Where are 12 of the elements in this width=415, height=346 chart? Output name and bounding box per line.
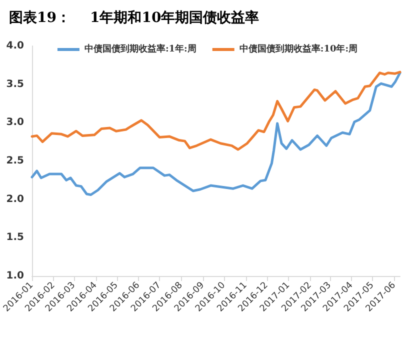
- y-tick-label: 2.5: [6, 156, 24, 166]
- chart-title: 图表19： 1年期和10年期国债收益率: [9, 9, 260, 26]
- y-tick-label: 3.5: [6, 78, 24, 90]
- legend-label: 中债国债到期收益率:1年:周: [84, 44, 196, 54]
- line-series: [30, 72, 402, 196]
- y-tick-label: 4.0: [6, 40, 24, 52]
- y-tick-label: 1.5: [6, 232, 24, 244]
- y-tick-label: 1.0: [6, 270, 24, 282]
- y-tick-label: 3.0: [6, 117, 24, 128]
- line-series: [30, 70, 402, 151]
- legend-label: 中债国债到期收益率:10年:周: [239, 44, 358, 54]
- y-tick-label: 2.0: [6, 194, 24, 205]
